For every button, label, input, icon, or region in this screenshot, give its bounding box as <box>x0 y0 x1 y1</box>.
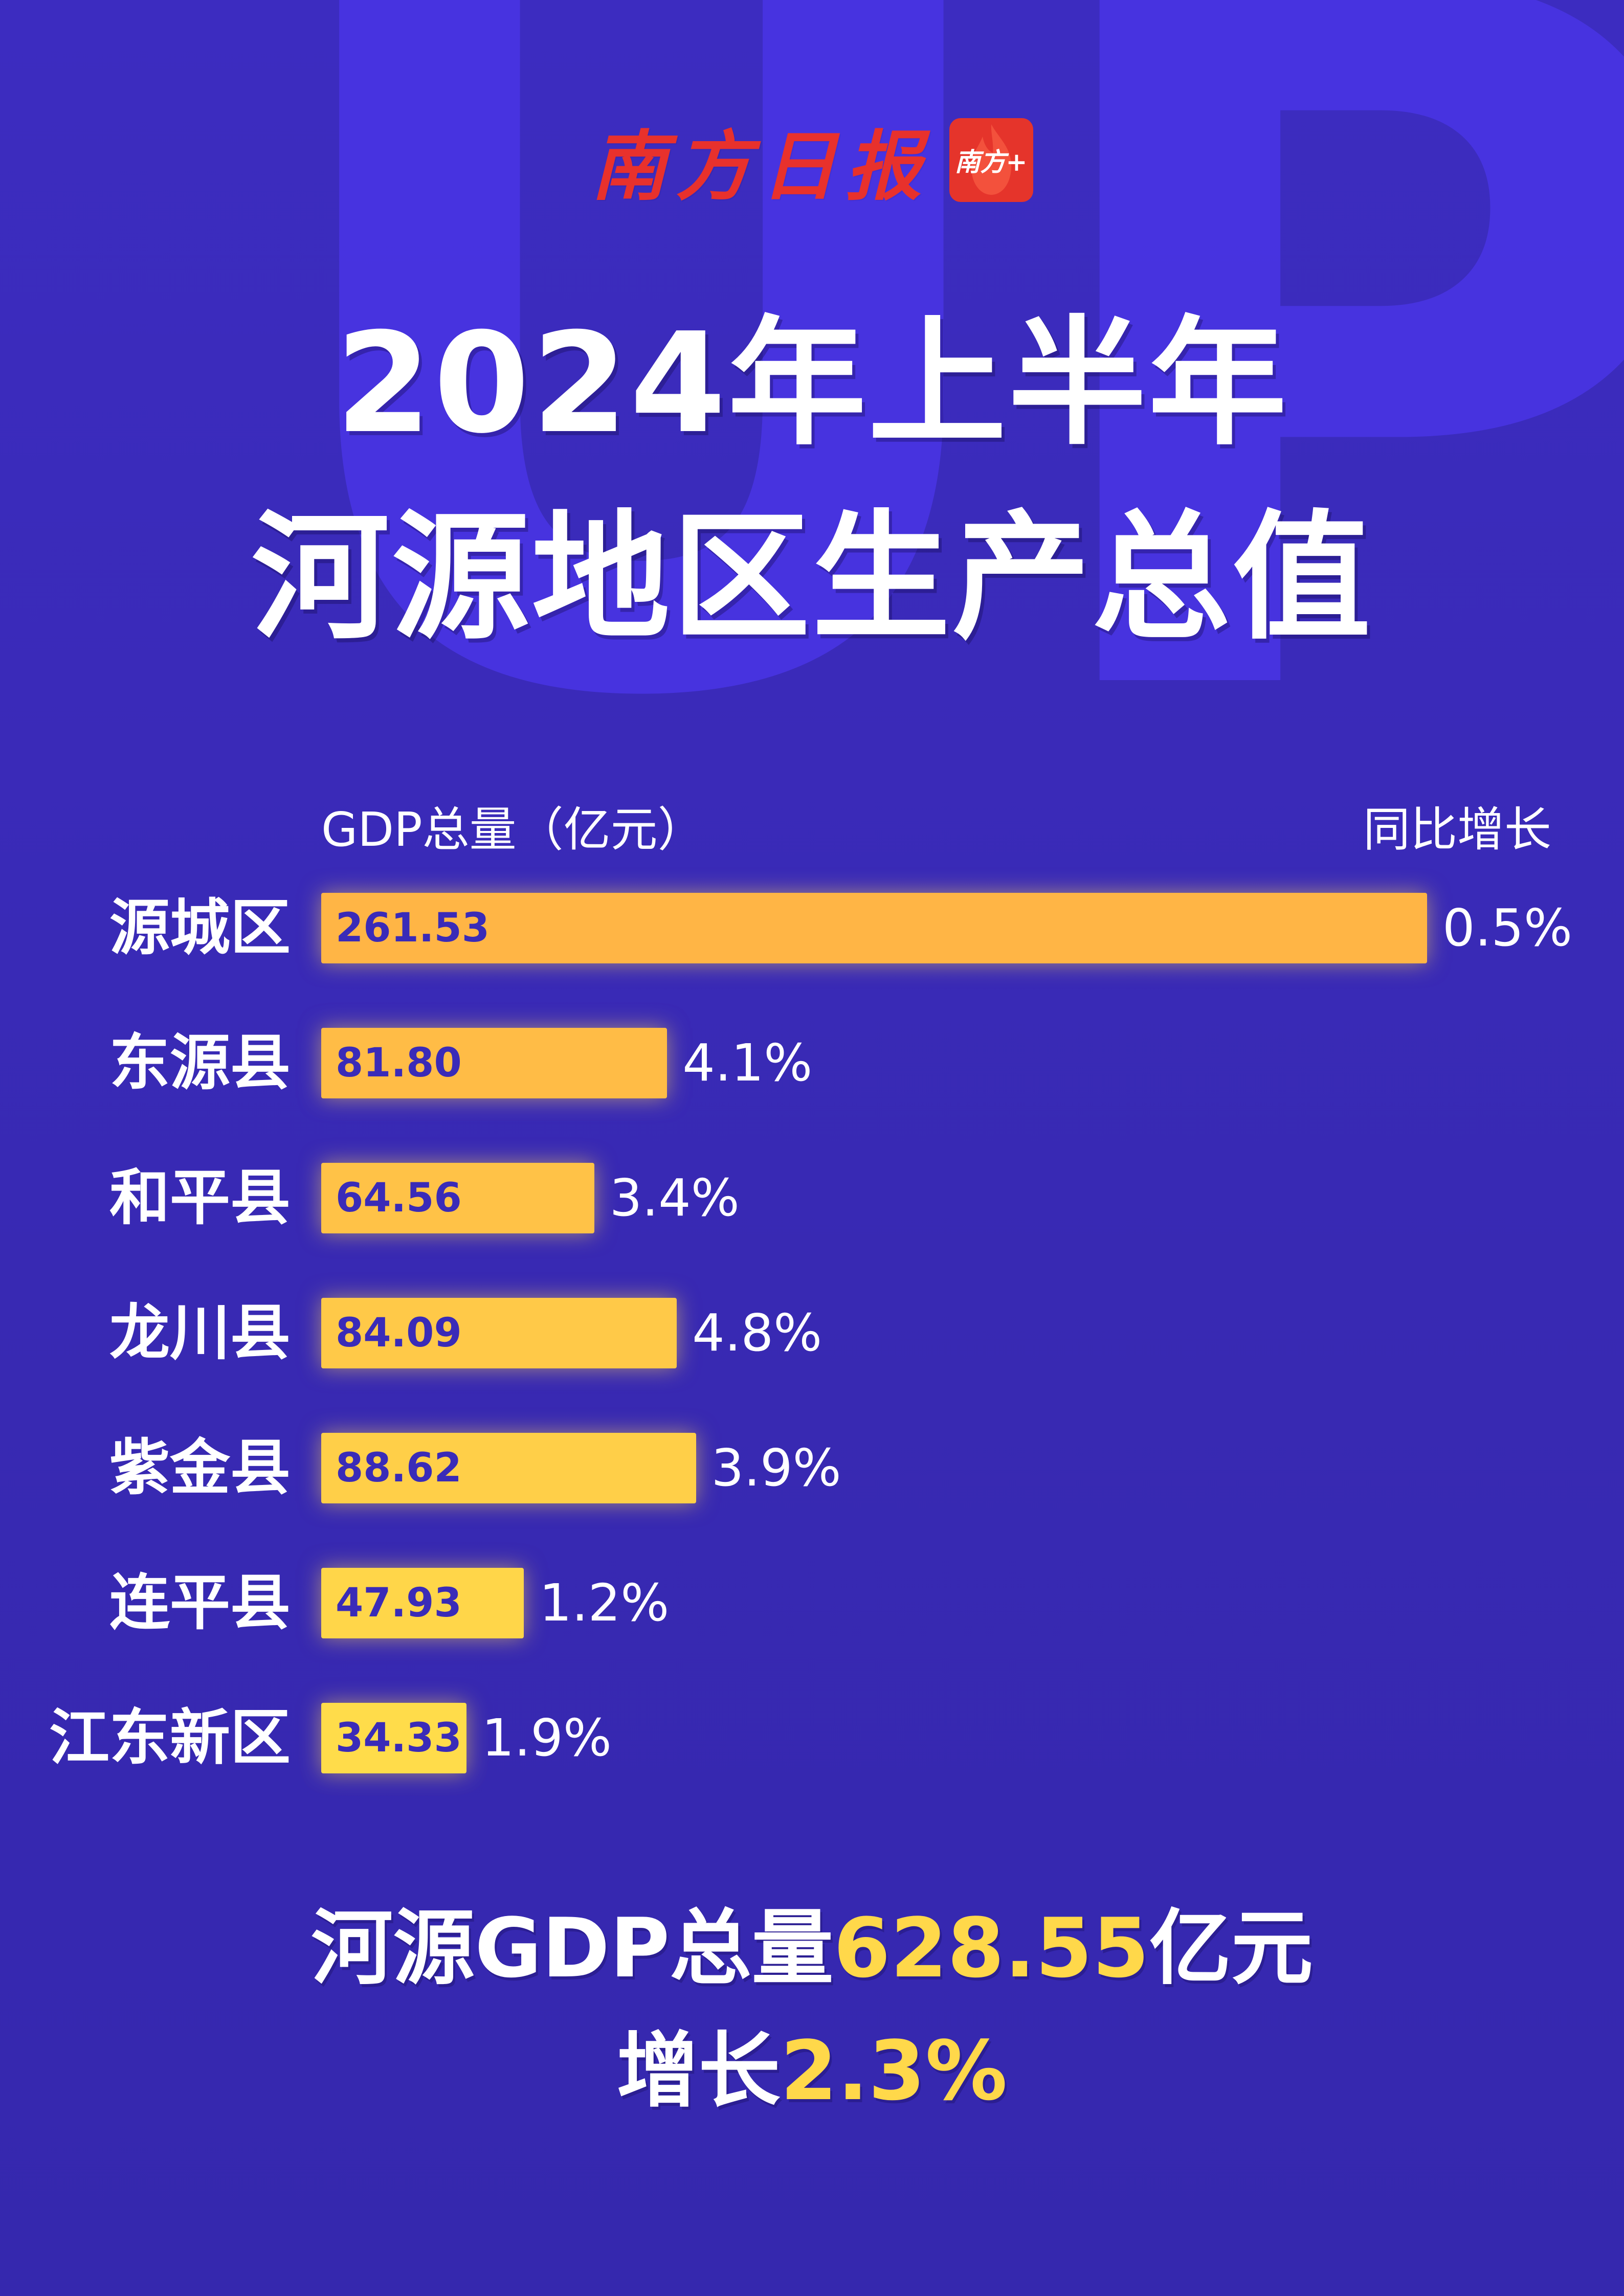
bar <box>321 1298 677 1368</box>
brand-logo-text: 南方日报 <box>591 122 931 211</box>
value-axis-label: GDP总量（亿元） <box>321 802 705 857</box>
category-label: 江东新区 <box>49 1702 291 1773</box>
gdp-bar-chart: GDP总量（亿元） 同比增长 源城区 261.53 0.5% 东源县 81.80 4.1%… <box>0 798 1624 1820</box>
category-label: 连平县 <box>109 1567 291 1638</box>
growth-label: 1.9% <box>481 1708 612 1768</box>
category-label: 源城区 <box>109 892 291 963</box>
bar <box>321 1568 524 1638</box>
bar-value-label: 47.93 <box>336 1580 462 1626</box>
summary-growth-value: 2.3% <box>780 2023 1008 2119</box>
bar-value-label: 34.33 <box>336 1715 462 1761</box>
brand-badge-label: 南方+ <box>954 146 1028 177</box>
growth-column-label: 同比增长 <box>1363 802 1552 857</box>
summary-total-unit: 亿元 <box>1149 1900 1313 1996</box>
brand-header: 南方日报 南方+ <box>0 105 1624 215</box>
title-line-2: 河源地区生产总值 <box>251 497 1373 658</box>
bar <box>321 1028 668 1098</box>
title-line-1: 2024年上半年 <box>335 303 1289 464</box>
summary-total-value: 628.55 <box>833 1900 1149 1996</box>
summary: 河源GDP总量628.55亿元 增长2.3% <box>0 1887 1624 2132</box>
summary-line-1: 河源GDP总量628.55亿元 <box>0 1887 1624 2010</box>
growth-label: 4.1% <box>682 1033 813 1093</box>
bar <box>321 1433 696 1503</box>
growth-label: 1.2% <box>539 1573 670 1633</box>
brand-badge: 南方+ <box>949 118 1033 202</box>
category-label: 东源县 <box>109 1027 291 1098</box>
category-label: 龙川县 <box>109 1297 291 1368</box>
summary-line-2: 增长2.3% <box>0 2010 1624 2132</box>
bar-value-label: 261.53 <box>336 905 490 951</box>
bar-value-label: 84.09 <box>336 1310 462 1356</box>
bar <box>321 1163 594 1233</box>
category-label: 紫金县 <box>109 1432 291 1503</box>
growth-label: 4.8% <box>692 1303 822 1363</box>
page-title: 2024年上半年 河源地区生产总值 <box>0 286 1624 675</box>
summary-total-label: 河源GDP总量 <box>311 1900 834 1996</box>
bar-value-label: 81.80 <box>336 1040 462 1086</box>
bar <box>321 893 1427 963</box>
growth-label: 3.9% <box>711 1438 841 1498</box>
bar-value-label: 88.62 <box>336 1445 462 1491</box>
summary-growth-label: 增长 <box>616 2023 781 2119</box>
backdrop-letters: UP <box>251 0 1624 907</box>
bar <box>321 1703 466 1773</box>
bar-value-label: 64.56 <box>336 1175 462 1221</box>
flame-icon <box>971 124 1011 195</box>
growth-label: 0.5% <box>1442 898 1573 958</box>
growth-label: 3.4% <box>609 1168 740 1228</box>
category-label: 和平县 <box>109 1162 291 1233</box>
